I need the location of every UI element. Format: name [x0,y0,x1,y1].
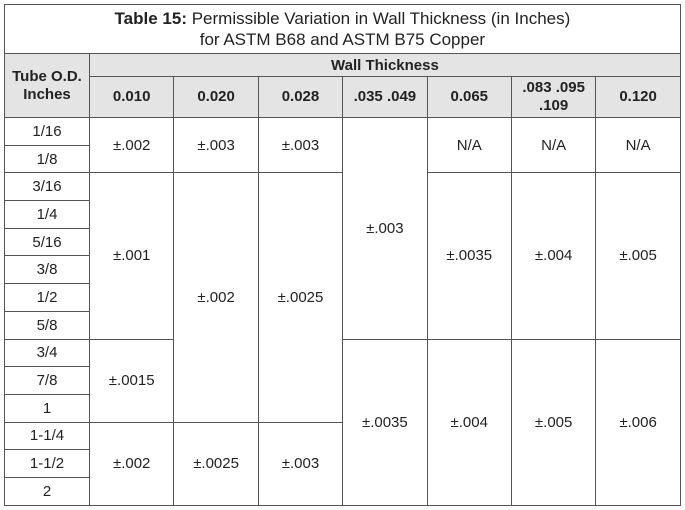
table-row: 5/8 [4,310,681,340]
tolerance-cell: N/A [595,116,681,174]
tolerance-cell: ±.0025 [257,172,344,423]
tolerance-cell: ±.003 [173,116,259,174]
size-cell: 5/16 [4,227,90,257]
tolerance-cell: N/A [426,116,512,174]
tolerance-cell: ±.005 [595,172,681,340]
column-header: 0.010 [88,76,175,118]
table-row: 1/16 ±.002 ±.003 ±.003 ±.003 N/A N/A N/A [4,116,681,340]
table-container: Table 15: Permissible Variation in Wall … [4,4,681,506]
table-row: 1 [4,393,681,423]
tolerance-cell: ±.003 [342,117,428,340]
title-line2: for ASTM B68 and ASTM B75 Copper [199,30,486,49]
table-row: 1/4 [4,200,681,229]
table-row: 1/2 [4,283,681,312]
table-row: 3/16 ±.001 ±.002 ±.0025 ±.0035 ±.004 ±.005 [4,172,681,423]
tolerance-cell: ±.0025 [173,421,259,506]
column-header: 0.020 [173,76,259,118]
column-header: 0.065 [426,76,512,118]
size-cell: 5/8 [4,310,90,340]
tolerance-cell: ±.006 [595,338,681,506]
tolerance-cell: ±.005 [510,338,597,506]
table-row: 1-1/2 [4,449,681,478]
table-row: 2 [4,476,681,506]
column-header: .035 .049 [342,76,428,118]
tolerance-cell: ±.002 [173,172,259,423]
table-row: 1-1/4 ±.002 ±.0025 ±.003 [4,421,681,506]
title-line1: Permissible Variation in Wall Thickness … [191,9,571,28]
tolerance-cell: ±.004 [426,338,512,506]
column-header: 0.120 [595,76,681,118]
tolerance-cell: ±.004 [510,172,597,340]
size-cell: 1/8 [4,144,90,174]
tolerance-cell: ±.0035 [342,338,428,506]
group-header: Wall Thickness [89,53,681,77]
size-cell: 2 [4,476,90,506]
tolerance-cell: ±.0015 [88,338,175,423]
column-header: 0.028 [257,76,344,118]
size-cell: 7/8 [4,366,90,395]
size-cell: 3/4 [4,338,90,368]
table-row: 3/8 [4,255,681,285]
row-header: Tube O.D. Inches [4,53,90,118]
tolerance-cell: N/A [510,116,597,174]
tolerance-cell: ±.0035 [426,172,512,340]
size-cell: 1 [4,393,90,423]
tolerance-cell: ±.001 [88,172,175,340]
size-cell: 3/8 [4,255,90,285]
size-cell: 1/2 [4,283,90,312]
size-cell: 1-1/2 [4,449,90,478]
thickness-table: Table 15: Permissible Variation in Wall … [4,4,681,506]
table-row: 3/4 ±.0015 ±.0035 ±.004 ±.005 ±.006 [4,338,681,506]
table-row: 7/8 [4,366,681,395]
title-label: Table 15: [114,9,187,28]
tolerance-cell: ±.002 [88,116,175,174]
table-title: Table 15: Permissible Variation in Wall … [4,4,681,54]
size-cell: 1/4 [4,200,90,229]
size-cell: 1/16 [4,117,90,146]
column-header: .083 .095 .109 [510,76,597,118]
tolerance-cell: ±.002 [88,421,175,506]
tolerance-cell: ±.003 [257,421,344,506]
table-row: 1/8 [4,144,681,174]
size-cell: 1-1/4 [4,421,90,451]
size-cell: 3/16 [4,172,90,202]
tolerance-cell: ±.003 [257,116,344,174]
